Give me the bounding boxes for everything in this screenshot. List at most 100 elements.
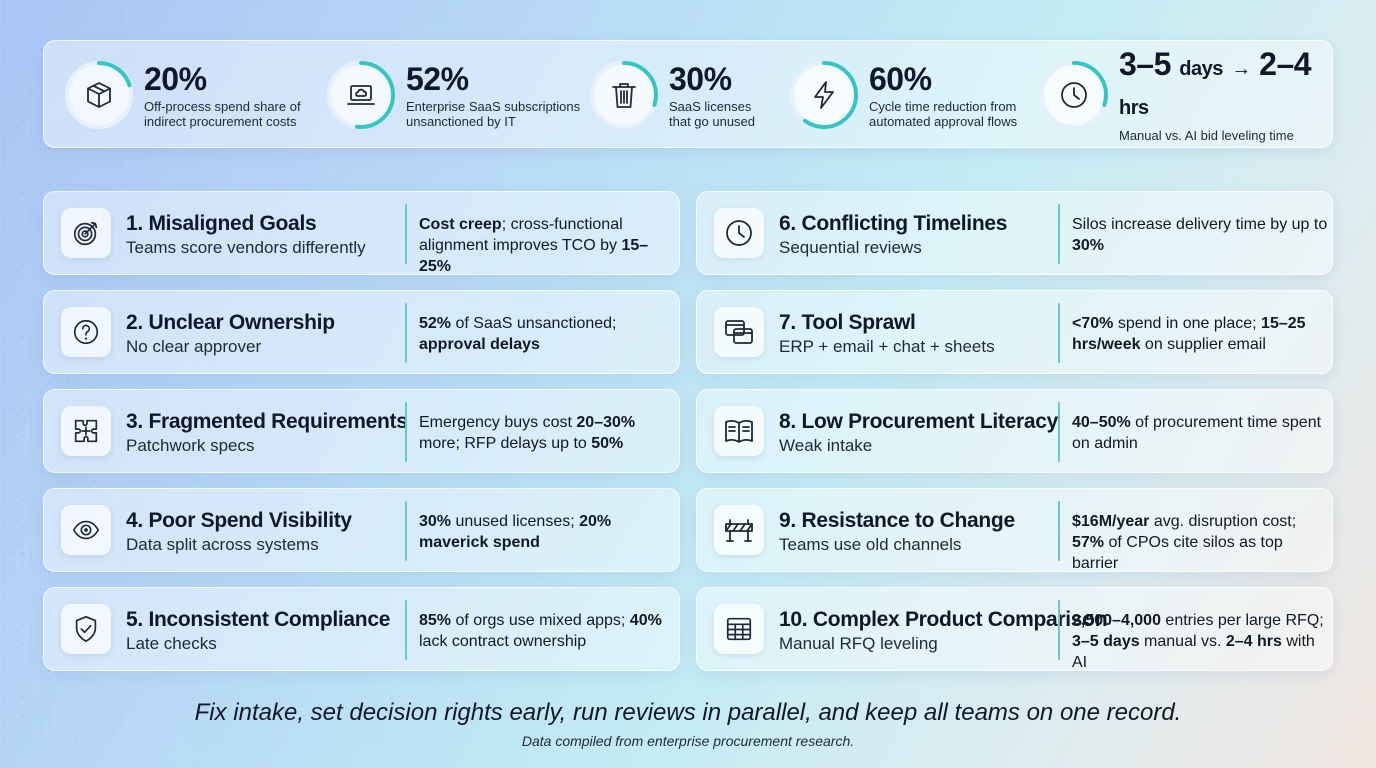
book-icon <box>714 406 764 456</box>
card-title: 4. Poor Spend Visibility <box>126 509 352 532</box>
impact-text: with AI <box>1072 633 1315 671</box>
impact-highlight: <70% <box>1072 315 1114 332</box>
card-impact: $16M/year avg. disruption cost; 57% of C… <box>1072 511 1330 574</box>
impact-highlight: 57% <box>1072 534 1105 551</box>
card-subtitle: Manual RFQ leveling <box>779 634 938 653</box>
stat-description: Manual vs. AI bid leveling time <box>1119 128 1294 143</box>
card-divider <box>1058 402 1060 462</box>
stat-description: SaaS licenses that go unused <box>669 98 756 129</box>
challenge-card: 4. Poor Spend Visibility Data split acros… <box>43 488 680 572</box>
barrier-icon <box>714 505 764 555</box>
impact-highlight: 40% <box>629 612 662 629</box>
clock-icon <box>714 208 764 258</box>
card-divider <box>405 600 407 660</box>
card-subtitle: Late checks <box>126 634 217 653</box>
card-subtitle: Teams score vendors differently <box>126 238 366 257</box>
card-impact: Silos increase delivery time by up to 30… <box>1072 214 1330 256</box>
impact-text: Emergency buys cost <box>419 414 577 431</box>
stat-bid-leveling: 3–5 days → 2–4 hrs Manual vs. AI bid lev… <box>1039 47 1332 143</box>
stat-description: Off-process spend share of indirect proc… <box>144 98 301 129</box>
impact-text: spend in one place; <box>1113 315 1262 332</box>
impact-text: Silos increase delivery time by up to <box>1072 216 1328 233</box>
question-icon <box>61 307 111 357</box>
card-impact: 85% of orgs use mixed apps; 40% lack con… <box>419 610 677 652</box>
stats-bar: 20% Off-process spend share of indirect … <box>43 40 1333 148</box>
card-divider <box>405 402 407 462</box>
stat-ring <box>326 60 396 130</box>
impact-text: more; RFP delays up to <box>419 435 592 452</box>
card-divider <box>405 303 407 363</box>
card-impact: 30% unused licenses; 20% maverick spend <box>419 511 677 553</box>
stat-unit-a: days <box>1179 58 1223 80</box>
laptop-cloud-icon <box>345 79 377 111</box>
stat-value: 20% <box>144 60 207 97</box>
impact-highlight: Cost creep <box>419 216 502 233</box>
impact-highlight: 20% maverick spend <box>419 513 612 551</box>
challenge-card: 5. Inconsistent Compliance Late checks 85%… <box>43 587 680 671</box>
impact-text: of CPOs cite silos as top barrier <box>1072 534 1283 572</box>
challenge-card: 8. Low Procurement Literacy Weak intake 40… <box>696 389 1333 473</box>
impact-text: manual vs. <box>1139 633 1226 650</box>
impact-text: lack contract ownership <box>419 633 587 650</box>
card-impact: <70% spend in one place; 15–25 hrs/week … <box>1072 313 1330 355</box>
stat-ring <box>64 60 134 130</box>
impact-highlight: 20–30% <box>576 414 636 431</box>
impact-text: of SaaS unsanctioned; <box>451 315 617 332</box>
eye-icon <box>61 505 111 555</box>
challenge-card: 7. Tool Sprawl ERP + email + chat + sheet… <box>696 290 1333 374</box>
impact-text: entries per large RFQ; <box>1160 612 1324 629</box>
challenge-card: 2. Unclear Ownership No clear approver 52%… <box>43 290 680 374</box>
target-icon <box>61 208 111 258</box>
table-icon <box>714 604 764 654</box>
card-impact: 52% of SaaS unsanctioned; approval delay… <box>419 313 677 355</box>
stat-cycle-time: 60% Cycle time reduction from automated … <box>789 59 1017 131</box>
impact-text: unused licenses; <box>451 513 580 530</box>
impact-highlight: 2,500–4,000 <box>1072 612 1161 629</box>
puzzle-icon <box>61 406 111 456</box>
stat-value: 30% <box>669 60 732 97</box>
windows-icon <box>714 307 764 357</box>
stat-ring <box>789 60 859 130</box>
impact-text: of orgs use mixed apps; <box>451 612 630 629</box>
stat-value: 60% <box>869 60 932 97</box>
challenge-card: 10. Complex Product Comparison Manual RFQ… <box>696 587 1333 671</box>
stat-value: 52% <box>406 60 469 97</box>
shield-check-icon <box>61 604 111 654</box>
card-divider <box>1058 303 1060 363</box>
card-subtitle: Patchwork specs <box>126 436 255 455</box>
stat-ring <box>589 60 659 130</box>
stat-description: Enterprise SaaS subscriptions unsanction… <box>406 98 581 129</box>
card-divider <box>1058 204 1060 264</box>
stat-ring <box>1039 60 1109 130</box>
card-impact: Cost creep; cross-functional alignment i… <box>419 214 677 277</box>
challenge-card: 1. Misaligned Goals Teams score vendors d… <box>43 191 680 275</box>
impact-text: ; cross-functional alignment improves TC… <box>419 216 623 254</box>
impact-highlight: approval delays <box>419 336 540 353</box>
card-title: 1. Misaligned Goals <box>126 212 317 235</box>
card-divider <box>405 501 407 561</box>
footer-source-note: Data compiled from enterprise procuremen… <box>521 733 855 749</box>
impact-text: avg. disruption cost; <box>1149 513 1297 530</box>
card-title: 3. Fragmented Requirements <box>126 410 408 433</box>
arrow-glyph: → <box>1231 58 1251 80</box>
card-subtitle: Data split across systems <box>126 535 319 554</box>
challenge-card: 9. Resistance to Change Teams use old cha… <box>696 488 1333 572</box>
stat-off-process-spend: 20% Off-process spend share of indirect … <box>64 59 301 131</box>
impact-text: on supplier email <box>1140 336 1266 353</box>
impact-highlight: 85% <box>419 612 452 629</box>
impact-highlight: 2–4 hrs <box>1225 633 1282 650</box>
card-title: 2. Unclear Ownership <box>126 311 335 334</box>
impact-highlight: 30% <box>1072 237 1105 254</box>
clock-icon <box>1058 79 1090 111</box>
stat-unit-b: hrs <box>1119 97 1149 119</box>
card-impact: Emergency buys cost 20–30% more; RFP del… <box>419 412 677 454</box>
impact-highlight: 52% <box>419 315 452 332</box>
footer-summary: Fix intake, set decision rights early, r… <box>194 699 1182 726</box>
card-subtitle: ERP + email + chat + sheets <box>779 337 995 356</box>
card-impact: 40–50% of procurement time spent on admi… <box>1072 412 1330 454</box>
card-title: 7. Tool Sprawl <box>779 311 916 334</box>
impact-highlight: 15–25 hrs/week <box>1072 315 1306 353</box>
card-impact: 2,500–4,000 entries per large RFQ; 3–5 d… <box>1072 610 1330 673</box>
card-divider <box>405 204 407 264</box>
impact-highlight: 3–5 days <box>1072 633 1140 650</box>
